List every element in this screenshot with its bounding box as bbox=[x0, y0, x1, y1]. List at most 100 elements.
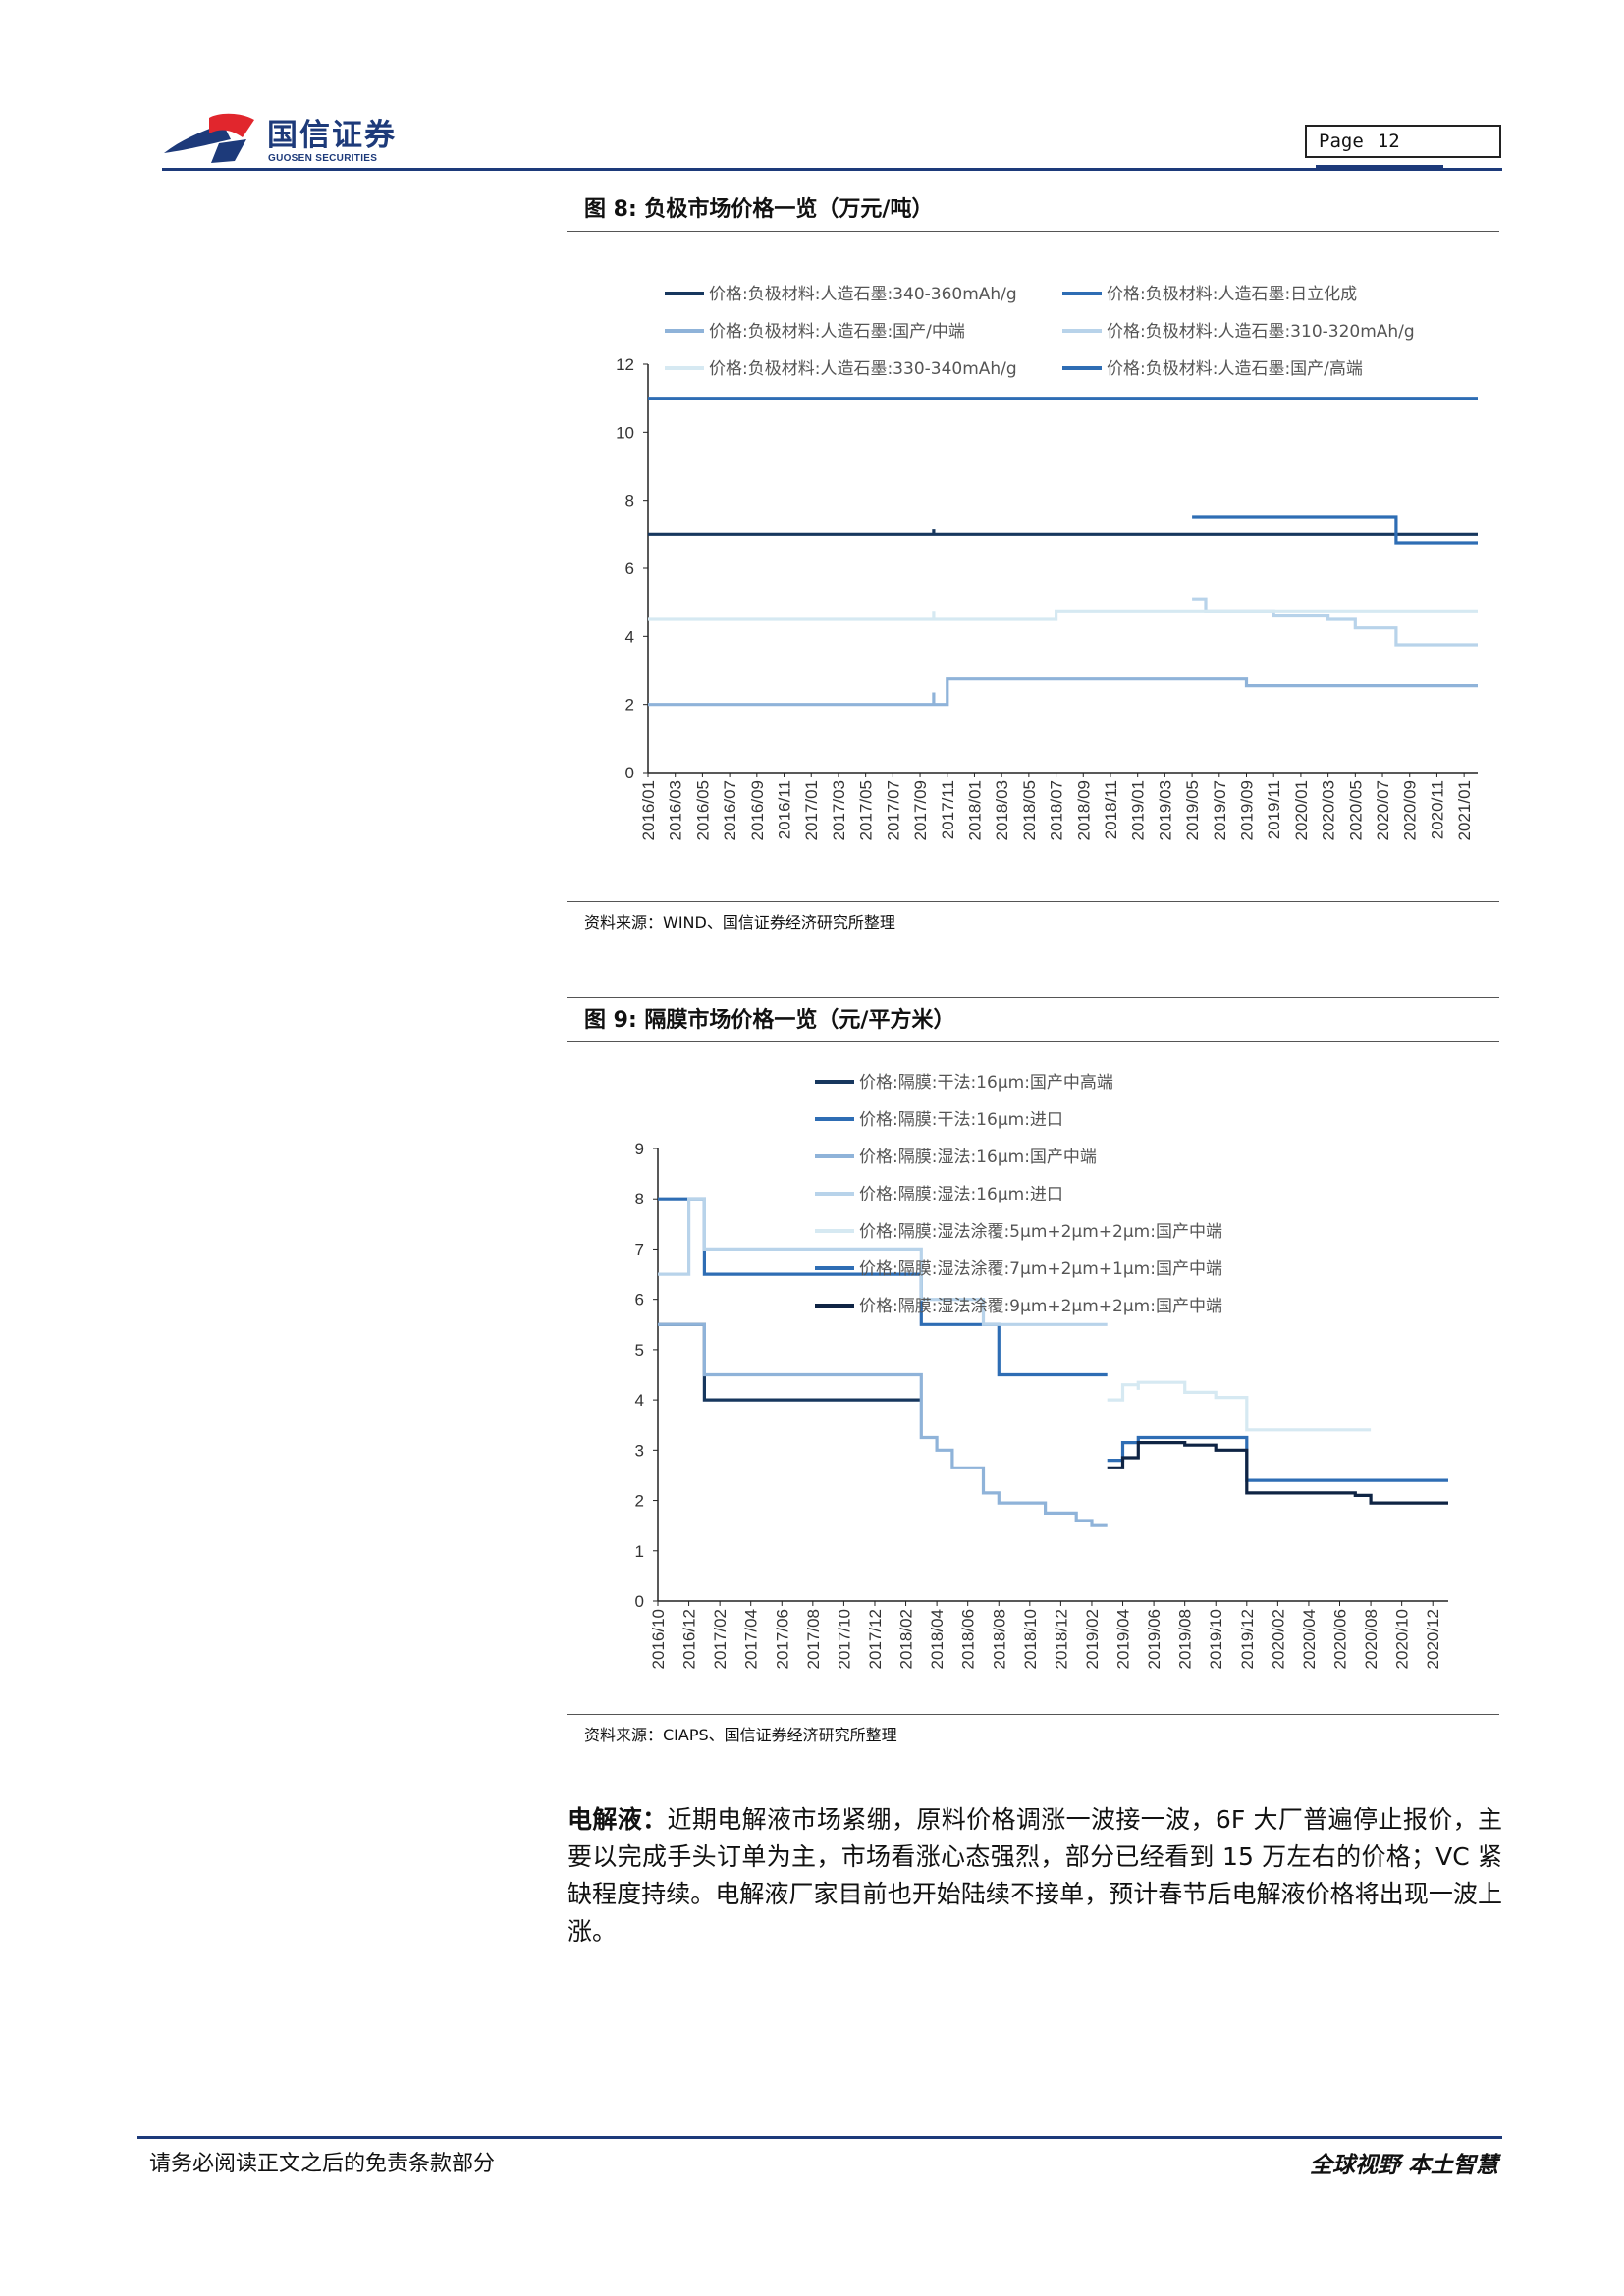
x-tick-label: 2020/12 bbox=[1424, 1609, 1442, 1669]
series-line-3 bbox=[658, 1322, 1108, 1527]
x-tick-label: 2019/10 bbox=[1207, 1609, 1225, 1669]
x-tick-label: 2017/02 bbox=[711, 1609, 730, 1669]
footer-disclaimer: 请务必阅读正文之后的免责条款部分 bbox=[149, 2152, 496, 2176]
x-tick-label: 2019/12 bbox=[1238, 1609, 1257, 1669]
x-tick-label: 2017/07 bbox=[884, 780, 902, 840]
x-tick-label: 2018/02 bbox=[897, 1609, 916, 1669]
x-tick-label: 2019/01 bbox=[1129, 780, 1148, 840]
header-rule bbox=[162, 168, 1502, 171]
x-tick-label: 2019/06 bbox=[1145, 1609, 1164, 1669]
legend-label: 价格:隔膜:干法:16μm:进口 bbox=[859, 1110, 1063, 1130]
x-tick-label: 2018/01 bbox=[965, 780, 984, 840]
x-tick-label: 2018/10 bbox=[1021, 1609, 1040, 1669]
x-tick-label: 2016/05 bbox=[693, 780, 712, 840]
figure8-title: 图 8: 负极市场价格一览（万元/吨） bbox=[567, 187, 1499, 232]
x-tick-label: 2018/09 bbox=[1074, 780, 1093, 840]
x-tick-label: 2021/01 bbox=[1455, 780, 1474, 840]
y-tick-label: 8 bbox=[635, 1190, 644, 1208]
y-tick-label: 8 bbox=[625, 492, 634, 510]
x-tick-label: 2017/10 bbox=[835, 1609, 853, 1669]
legend-label: 价格:隔膜:湿法:16μm:进口 bbox=[859, 1185, 1063, 1204]
x-tick-label: 2016/12 bbox=[680, 1609, 699, 1669]
x-tick-label: 2019/05 bbox=[1183, 780, 1202, 840]
x-tick-label: 2020/10 bbox=[1393, 1609, 1412, 1669]
series-line-5 bbox=[648, 609, 1478, 621]
x-tick-label: 2020/02 bbox=[1269, 1609, 1287, 1669]
series-line-6 bbox=[1192, 515, 1478, 545]
x-tick-label: 2020/01 bbox=[1292, 780, 1311, 840]
x-tick-label: 2017/08 bbox=[804, 1609, 823, 1669]
legend-label: 价格:负极材料:人造石墨:310-320mAh/g bbox=[1107, 322, 1415, 342]
series-line-1 bbox=[648, 529, 1478, 536]
logo-text-cn: 国信证券 bbox=[267, 118, 397, 153]
figure8-chart: 0 2 4 6 8 10 12 2016/01 2016/03 2016/05 2016/07 201… bbox=[616, 285, 1478, 840]
y-tick-label: 12 bbox=[616, 355, 634, 374]
x-tick-label: 2016/09 bbox=[748, 780, 767, 840]
x-tick-label: 2018/11 bbox=[1102, 780, 1120, 839]
legend-label: 价格:隔膜:湿法涂覆:7μm+2μm+1μm:国产中端 bbox=[859, 1259, 1222, 1279]
series-line-1 bbox=[658, 1322, 922, 1402]
x-tick-label: 2018/05 bbox=[1020, 780, 1039, 840]
series-line-5 bbox=[1107, 1380, 1372, 1432]
series-line-7 bbox=[1107, 1441, 1448, 1505]
x-tick-label: 2019/04 bbox=[1114, 1609, 1133, 1669]
x-tick-label: 2017/05 bbox=[857, 780, 876, 840]
x-tick-label: 2017/06 bbox=[773, 1609, 791, 1669]
y-tick-label: 4 bbox=[625, 627, 634, 646]
x-tick-label: 2018/03 bbox=[993, 780, 1011, 840]
y-tick-label: 3 bbox=[635, 1441, 644, 1460]
x-tick-label: 2020/09 bbox=[1401, 780, 1420, 840]
page-label: Page bbox=[1319, 131, 1364, 152]
paragraph-text: 近期电解液市场紧绷，原料价格调涨一波接一波，6F 大厂普遍停止报价，主要以完成手… bbox=[568, 1805, 1502, 1946]
legend-label: 价格:隔膜:湿法涂覆:5μm+2μm+2μm:国产中端 bbox=[859, 1222, 1222, 1242]
header-accent-rule bbox=[1316, 165, 1443, 168]
x-tick-label: 2016/07 bbox=[721, 780, 739, 840]
legend-label: 价格:负极材料:人造石墨:国产/高端 bbox=[1107, 359, 1363, 379]
legend-label: 价格:隔膜:湿法涂覆:9μm+2μm+2μm:国产中端 bbox=[859, 1297, 1222, 1316]
x-tick-label: 2019/08 bbox=[1176, 1609, 1195, 1669]
y-tick-label: 5 bbox=[635, 1341, 644, 1360]
legend-label: 价格:隔膜:湿法:16μm:国产中端 bbox=[859, 1148, 1097, 1167]
series-line-3 bbox=[648, 677, 1478, 707]
y-tick-label: 10 bbox=[616, 423, 634, 442]
x-tick-label: 2017/04 bbox=[742, 1609, 761, 1669]
x-tick-label: 2016/03 bbox=[667, 780, 685, 840]
x-tick-label: 2017/01 bbox=[802, 780, 821, 840]
x-tick-label: 2016/11 bbox=[776, 780, 794, 839]
page-number: 12 bbox=[1377, 131, 1400, 152]
y-tick-label: 9 bbox=[635, 1140, 644, 1158]
series-line-4 bbox=[658, 1197, 1108, 1326]
y-tick-label: 0 bbox=[635, 1592, 644, 1611]
x-tick-label: 2019/02 bbox=[1083, 1609, 1102, 1669]
figure9-source: 资料来源：CIAPS、国信证券经济研究所整理 bbox=[567, 1714, 1499, 1744]
x-tick-label: 2017/09 bbox=[911, 780, 930, 840]
x-tick-label: 2019/11 bbox=[1265, 780, 1283, 839]
x-tick-label: 2016/10 bbox=[649, 1609, 668, 1669]
y-tick-label: 1 bbox=[635, 1542, 644, 1561]
footer-slogan: 全球视野 本土智慧 bbox=[1309, 2153, 1498, 2178]
legend-label: 价格:负极材料:人造石墨:日立化成 bbox=[1107, 285, 1357, 304]
x-tick-label: 2017/12 bbox=[866, 1609, 885, 1669]
x-tick-label: 2020/07 bbox=[1374, 780, 1392, 840]
x-tick-label: 2020/08 bbox=[1362, 1609, 1380, 1669]
x-tick-label: 2020/05 bbox=[1346, 780, 1365, 840]
x-tick-label: 2017/11 bbox=[939, 780, 957, 839]
legend-label: 价格:负极材料:人造石墨:国产/中端 bbox=[709, 322, 965, 342]
x-tick-label: 2017/03 bbox=[830, 780, 848, 840]
x-tick-label: 2018/07 bbox=[1048, 780, 1066, 840]
legend-label: 价格:负极材料:人造石墨:340-360mAh/g bbox=[709, 285, 1017, 304]
y-tick-label: 2 bbox=[635, 1492, 644, 1511]
y-tick-label: 7 bbox=[635, 1240, 644, 1258]
logo-mark-icon bbox=[164, 113, 254, 163]
x-tick-label: 2020/03 bbox=[1320, 780, 1338, 840]
x-tick-label: 2018/08 bbox=[990, 1609, 1008, 1669]
figure9-chart: 0 1 2 3 4 5 6 7 8 9 2016/10 2016/12 2017/02 2017/04 20… bbox=[635, 1073, 1448, 1669]
company-logo: 国信证券 GUOSEN SECURITIES bbox=[162, 110, 407, 169]
y-tick-label: 6 bbox=[625, 560, 634, 578]
x-tick-label: 2020/04 bbox=[1300, 1609, 1319, 1669]
x-tick-label: 2019/09 bbox=[1238, 780, 1257, 840]
figure9-title: 图 9: 隔膜市场价格一览（元/平方米） bbox=[567, 997, 1499, 1042]
x-tick-label: 2018/06 bbox=[959, 1609, 978, 1669]
footer-rule bbox=[137, 2136, 1502, 2139]
body-paragraph: 电解液：近期电解液市场紧绷，原料价格调涨一波接一波，6F 大厂普遍停止报价，主要… bbox=[568, 1801, 1502, 1950]
